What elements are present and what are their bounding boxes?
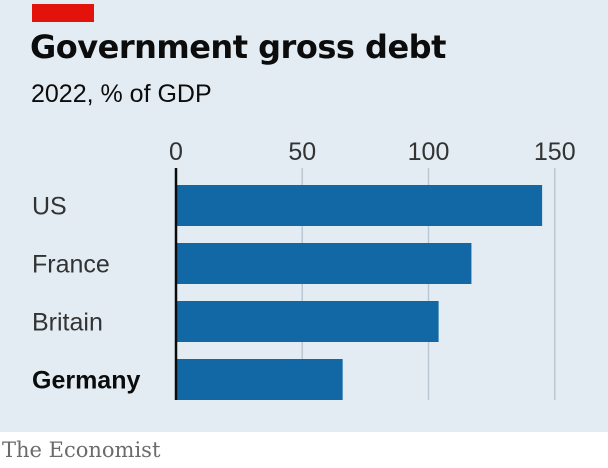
x-tick-label: 150 xyxy=(534,138,576,166)
category-label: France xyxy=(32,251,110,279)
brand-tag xyxy=(32,4,94,22)
x-tick-label: 100 xyxy=(408,138,450,166)
category-label: Germany xyxy=(32,367,140,395)
bar xyxy=(176,243,472,284)
bar xyxy=(176,301,439,342)
x-tick-label: 50 xyxy=(288,138,316,166)
bar-chart: 0 50 100 150 US France Britain Germany xyxy=(32,138,576,400)
chart-title: Government gross debt xyxy=(30,28,446,66)
chart-subtitle: 2022, % of GDP xyxy=(31,80,212,108)
bar xyxy=(176,185,543,226)
source-credit: The Economist xyxy=(2,438,161,462)
x-tick-label: 0 xyxy=(169,138,183,166)
bar xyxy=(176,359,343,400)
category-label: US xyxy=(32,193,67,221)
category-label: Britain xyxy=(32,309,103,337)
